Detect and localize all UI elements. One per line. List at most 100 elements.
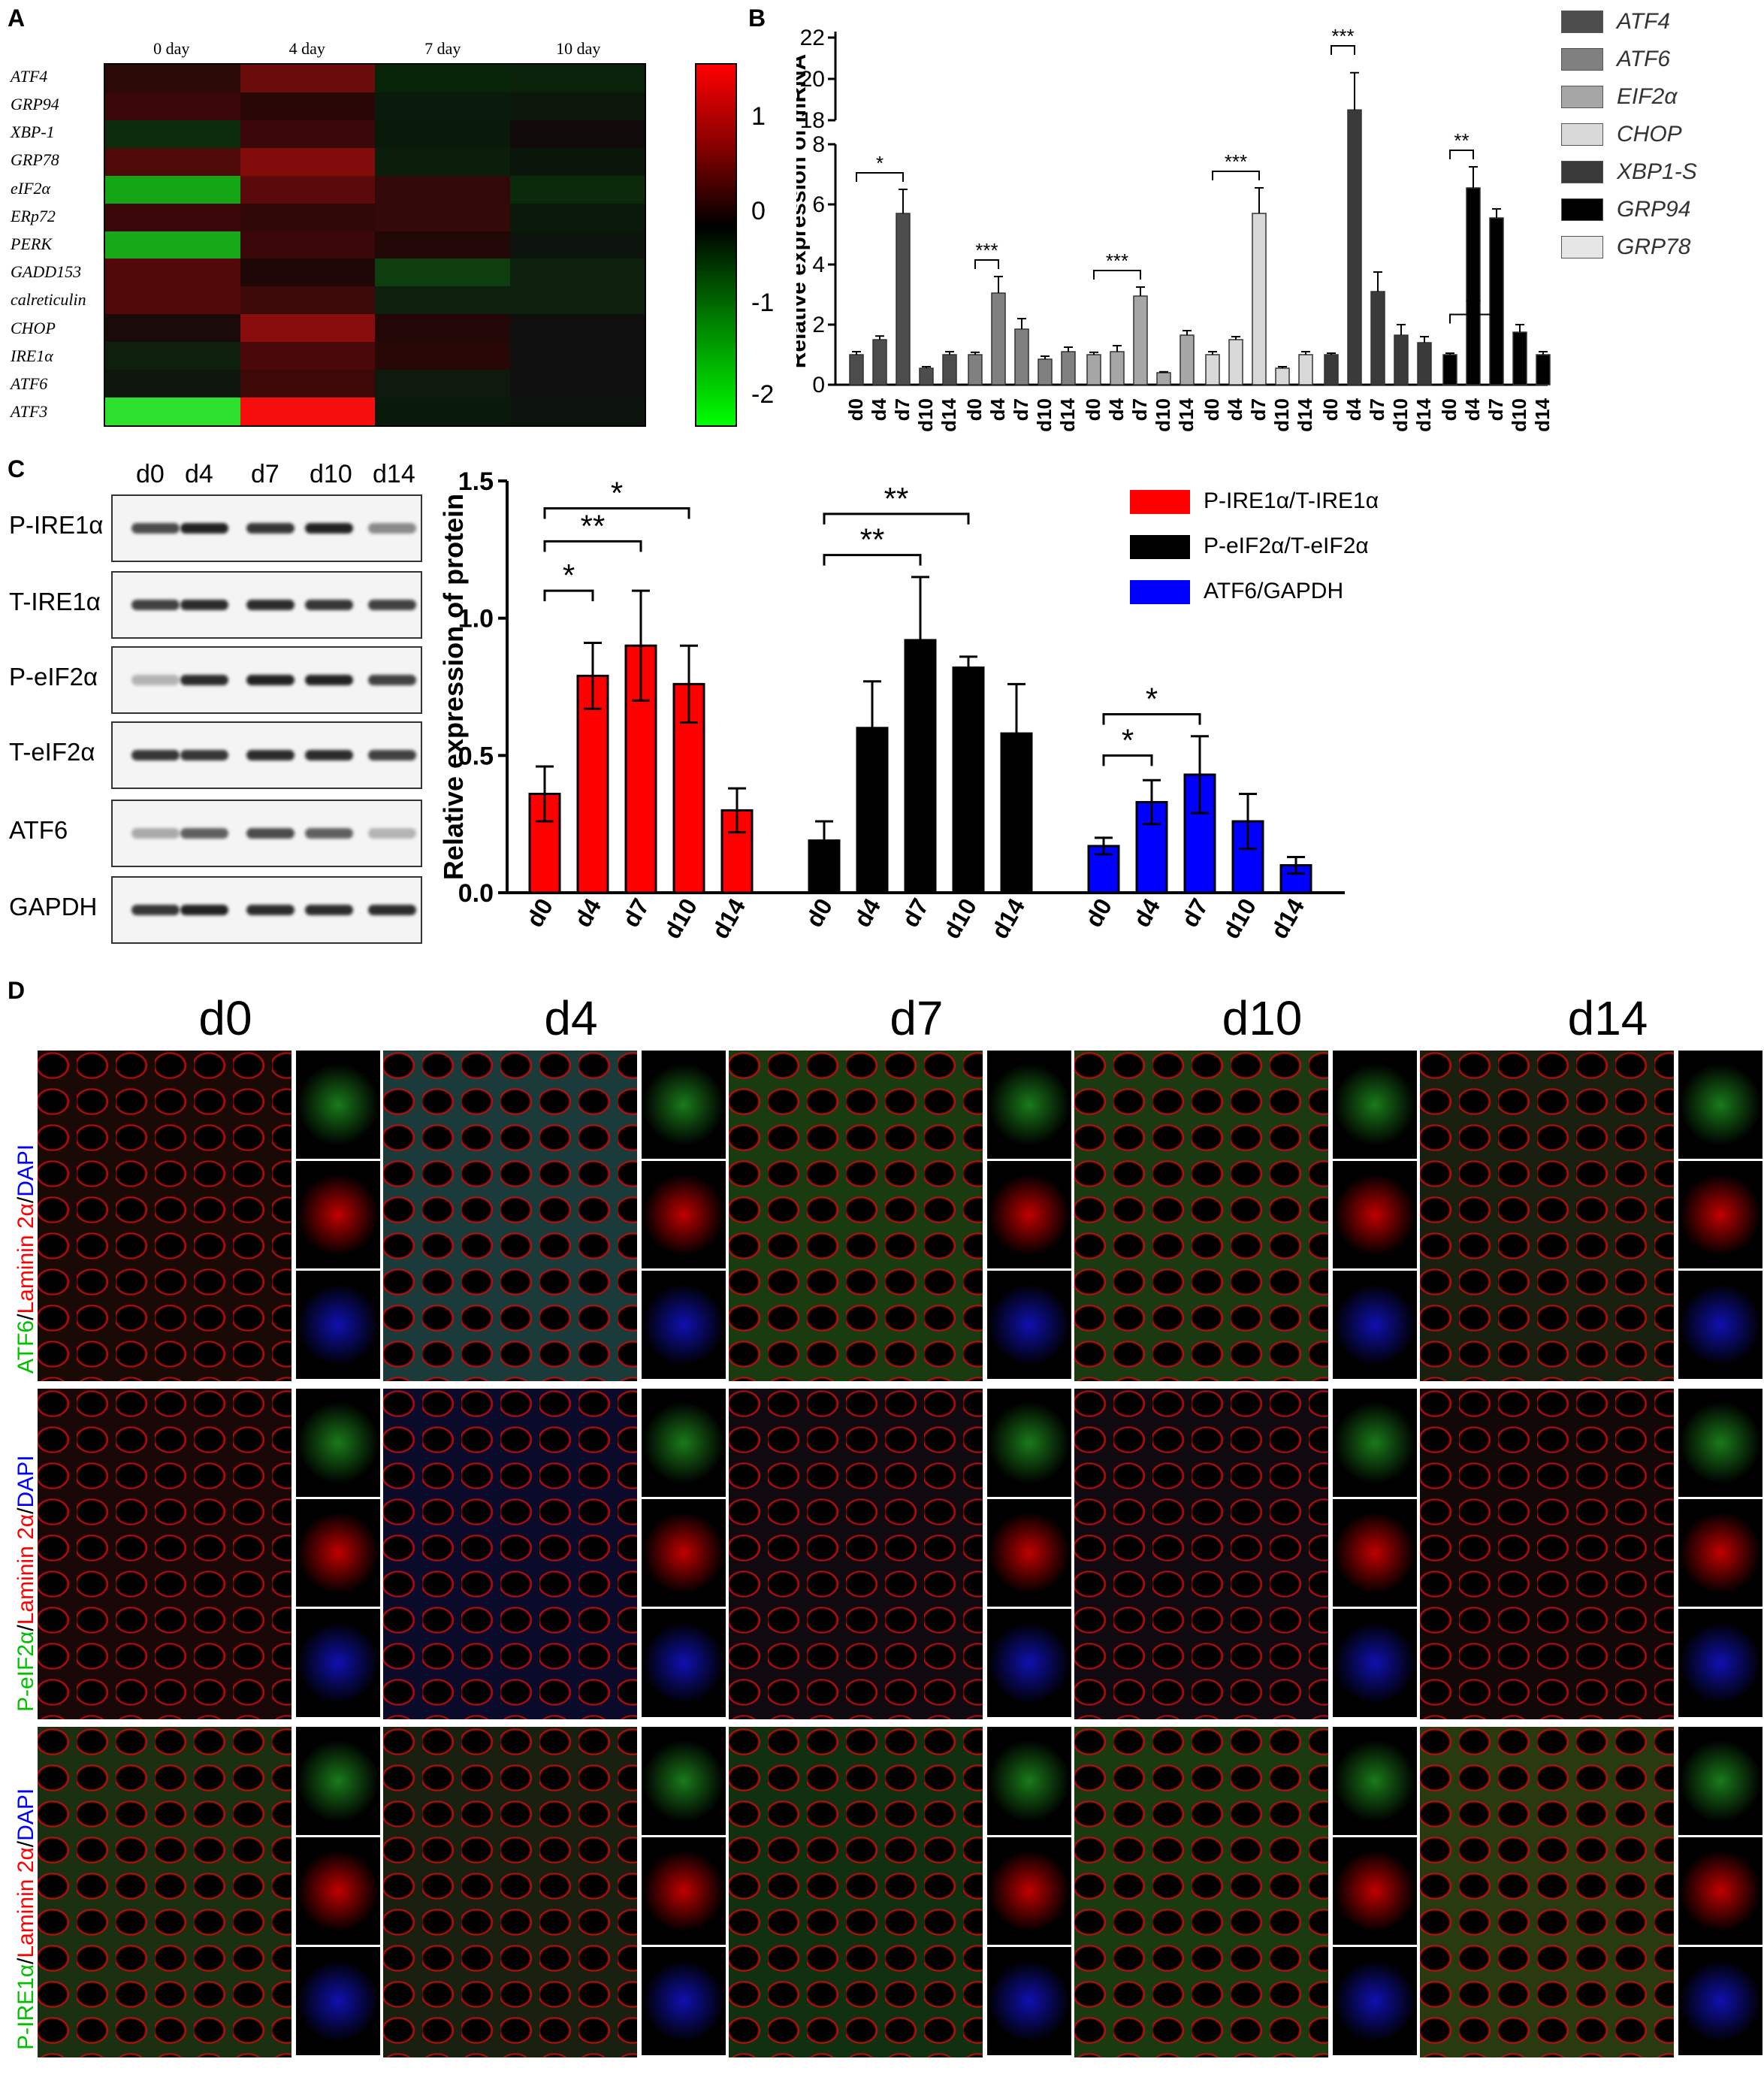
- blot-band: [180, 905, 228, 915]
- x-tick-label: d7: [1485, 398, 1507, 421]
- significance-bracket: [1449, 150, 1474, 159]
- heatmap-cell: [240, 286, 375, 315]
- bar: [1252, 213, 1267, 385]
- heatmap-column-label: 7 day: [424, 39, 461, 58]
- bar: [991, 292, 1006, 385]
- heatmap-cell: [105, 203, 240, 231]
- lane-label: d7: [251, 460, 279, 488]
- blot-band: [180, 523, 228, 534]
- legend-swatch: [1130, 580, 1190, 604]
- micrograph: [383, 1727, 637, 2057]
- micrograph: [729, 1051, 983, 1381]
- x-tick-label: d0: [800, 894, 838, 932]
- x-tick-label: d7: [1176, 894, 1213, 932]
- blot-band: [246, 675, 295, 685]
- legend-swatch: [1561, 198, 1603, 221]
- blot-band: [305, 523, 353, 534]
- micrograph-inset: [642, 1947, 726, 2055]
- significance-bracket: [1449, 313, 1497, 324]
- micrograph-inset: [1678, 1727, 1762, 1835]
- bar: [1133, 295, 1148, 385]
- y-tick-label: 4: [812, 252, 825, 277]
- significance-label: ***: [1331, 25, 1354, 47]
- heatmap-row-label: calreticulin: [11, 290, 86, 310]
- heatmap-cell: [375, 119, 510, 148]
- significance-bracket: [823, 554, 922, 566]
- bar: [1061, 351, 1076, 385]
- heatmap-cell: [375, 147, 510, 176]
- channel-green-label: P-IRE1α: [14, 1964, 38, 2050]
- legend-swatch: [1561, 48, 1603, 71]
- x-tick-label: d14: [1175, 398, 1198, 431]
- significance-label: ***: [975, 239, 998, 262]
- bar: [1205, 354, 1220, 385]
- micrograph-inset: [987, 1389, 1071, 1497]
- bar: [576, 674, 609, 894]
- micrograph-inset: [1678, 1389, 1762, 1497]
- x-tick-label: d4: [1461, 398, 1484, 421]
- significance-label: *: [611, 476, 623, 511]
- label-separator: /: [14, 1314, 38, 1320]
- x-tick-label: d0: [963, 398, 986, 421]
- heatmap-row-label: ATF6: [11, 374, 48, 394]
- heatmap-grid: [104, 63, 646, 427]
- significance-label: *: [563, 558, 575, 593]
- x-tick-label: d0: [1319, 398, 1342, 421]
- micrograph-inset: [296, 1947, 380, 2055]
- blot-band: [246, 600, 295, 610]
- legend-swatch: [1130, 490, 1190, 514]
- micrograph: [1074, 1389, 1328, 1719]
- heatmap-cell: [105, 286, 240, 315]
- micrograph-inset: [1333, 1271, 1417, 1379]
- blot-band: [246, 905, 295, 915]
- label-separator: /: [14, 1196, 38, 1204]
- significance-label: *: [876, 152, 884, 174]
- x-tick-label: d0: [1201, 398, 1223, 421]
- bar: [1014, 328, 1029, 385]
- blot-band: [368, 905, 416, 915]
- legend-swatch: [1561, 86, 1603, 108]
- heatmap-row-label: IRE1α: [11, 346, 53, 365]
- heatmap-cell: [509, 398, 645, 425]
- heatmap-row-label: ERp72: [11, 206, 56, 225]
- heatmap-row-label: ATF3: [11, 402, 48, 422]
- y-tick-label: 0: [812, 373, 825, 398]
- heatmap-row-label: XBP-1: [11, 122, 55, 142]
- significance-label: **: [884, 481, 909, 516]
- heatmap-cell: [240, 258, 375, 287]
- bar: [872, 339, 887, 385]
- bar: [1298, 354, 1313, 385]
- bar: [1183, 773, 1216, 894]
- bar: [1110, 351, 1125, 385]
- heatmap-cell: [509, 147, 645, 176]
- significance-label: *: [1146, 682, 1158, 717]
- x-tick-label: d0: [1080, 894, 1117, 932]
- legend-swatch: [1130, 535, 1190, 559]
- blot-band: [180, 750, 228, 760]
- heatmap-cell: [240, 370, 375, 398]
- x-tick-label: d10: [658, 894, 702, 944]
- micrograph-inset: [987, 1609, 1071, 1717]
- micrograph-inset: [296, 1271, 380, 1379]
- blot-row-label: T-IRE1α: [9, 588, 101, 615]
- micrograph-inset: [296, 1837, 380, 1946]
- channel-green-label: P-eIF2α: [14, 1631, 38, 1712]
- bar: [952, 666, 985, 894]
- micrograph-inset: [1333, 1160, 1417, 1269]
- heatmap-cell: [240, 65, 375, 92]
- heatmap-row-label: eIF2α: [11, 178, 51, 198]
- x-tick-label: d14: [938, 398, 960, 431]
- x-tick-label: d7: [1128, 398, 1151, 421]
- x-tick-label: d0: [844, 398, 867, 421]
- x-tick-label: d7: [891, 398, 914, 421]
- micrograph-inset: [1678, 1498, 1762, 1607]
- channel-blue-label: DAPI: [14, 1788, 38, 1841]
- micrograph: [38, 1389, 291, 1719]
- x-tick-label: d7: [1247, 398, 1270, 421]
- bar: [1087, 845, 1120, 894]
- label-separator: /: [14, 1958, 38, 1964]
- micrograph-inset: [642, 1271, 726, 1379]
- column-title: d14: [1567, 991, 1648, 1045]
- micrograph-inset: [1333, 1947, 1417, 2055]
